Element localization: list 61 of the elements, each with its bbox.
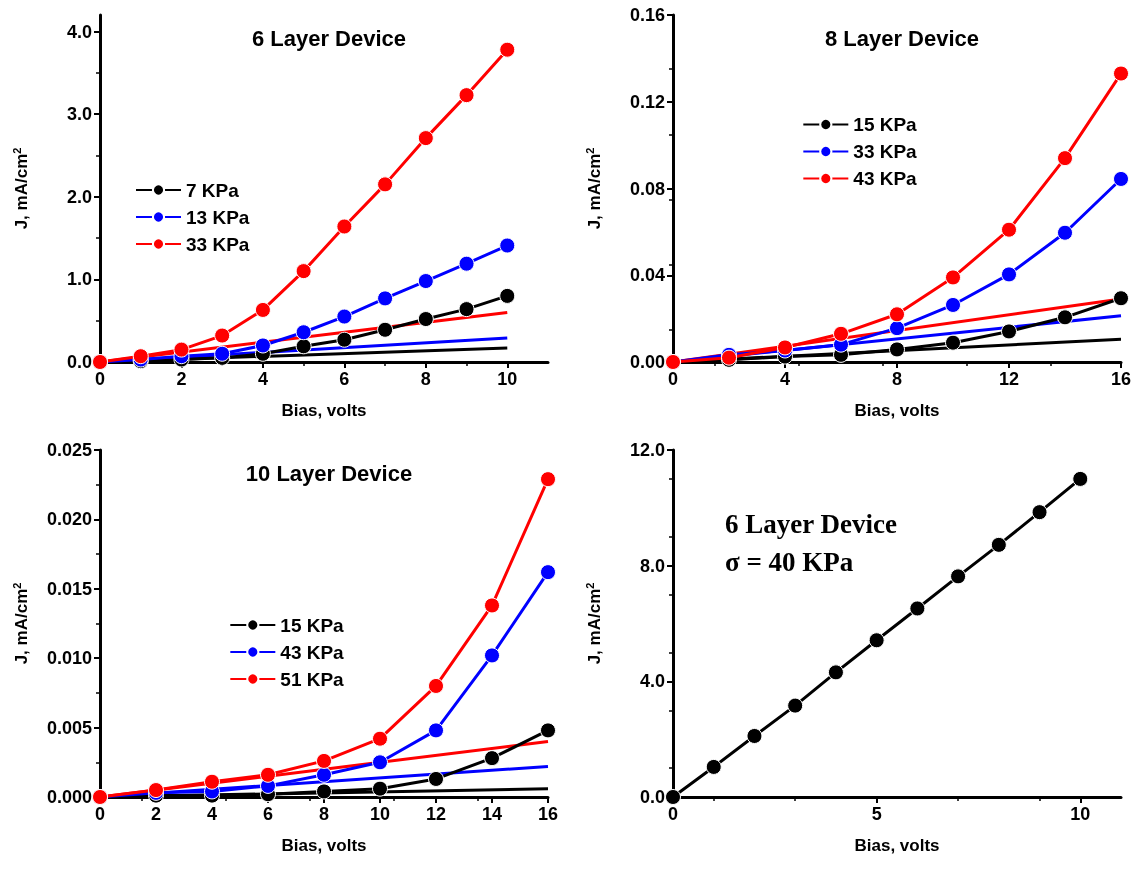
y-tick-label: 0.0: [66, 352, 92, 372]
legend-label: 15 KPa: [853, 114, 918, 135]
y-tick-label: 0.04: [629, 265, 665, 286]
legend-label: 43 KPa: [280, 641, 345, 662]
x-tick-label: 8: [420, 369, 431, 389]
x-tick-label: 10: [369, 803, 391, 824]
legend-label: 33 KPa: [853, 141, 918, 162]
legend-label: 7 KPa: [186, 179, 240, 201]
text: 6 Layer Device: [251, 25, 407, 51]
x-tick-label: 2: [176, 369, 187, 389]
x-tick-label: 0: [667, 369, 679, 389]
x-tick-label: 8: [891, 369, 903, 389]
y-tick-label: 0.0: [639, 786, 665, 807]
annotation: σ = 40 KPa: [725, 546, 854, 576]
x-axis-title: Bias, volts: [281, 835, 367, 855]
y-tick-label: 4.0: [639, 670, 665, 691]
y-tick-label: 0.005: [46, 717, 92, 738]
y-tick-label: 0.010: [46, 647, 92, 668]
x-tick-label: 0: [94, 369, 106, 389]
x-tick-label: 5: [871, 803, 882, 824]
text: 10 Layer Device: [245, 460, 413, 485]
x-axis-title: Bias, volts: [281, 401, 367, 420]
x-tick-label: 4: [779, 369, 791, 389]
x-tick-label: 4: [257, 369, 268, 389]
x-tick-label: 4: [206, 803, 218, 824]
y-tick-label: 1.0: [66, 269, 92, 290]
x-tick-label: 16: [1110, 369, 1132, 389]
legend-label: 51 KPa: [280, 668, 345, 689]
y-tick-label: 0.020: [46, 508, 92, 529]
y-tick-label: 0.12: [629, 91, 665, 112]
y-tick-label: 0.000: [46, 786, 92, 807]
legend-label: 33 KPa: [186, 233, 250, 255]
x-tick-label: 14: [481, 803, 503, 824]
x-axis-title: Bias, volts: [854, 401, 940, 420]
x-tick-label: 6: [262, 803, 274, 824]
x-tick-label: 0: [667, 803, 679, 824]
annotation: 6 Layer Device: [725, 508, 897, 538]
y-tick-label: 12.0: [629, 439, 665, 460]
legend-label: 43 KPa: [853, 168, 918, 189]
y-tick-label: 0.015: [46, 578, 92, 599]
x-tick-label: 8: [318, 803, 330, 824]
x-tick-label: 12: [998, 369, 1020, 389]
y-tick-label: 8.0: [639, 555, 665, 576]
x-tick-label: 6: [339, 369, 350, 389]
x-tick-label: 2: [150, 803, 162, 824]
y-tick-label: 4.0: [66, 21, 92, 42]
y-tick-label: 3.0: [66, 104, 92, 125]
x-tick-label: 10: [1070, 803, 1091, 824]
y-tick-label: 0.16: [629, 5, 665, 25]
y-tick-label: 0.08: [629, 178, 665, 199]
y-tick-label: 2.0: [66, 186, 92, 207]
y-tick-label: 0.00: [629, 352, 665, 372]
text: 8 Layer Device: [824, 25, 980, 51]
legend-label: 15 KPa: [280, 614, 345, 635]
x-tick-label: 16: [537, 803, 559, 824]
legend-label: 13 KPa: [186, 206, 250, 228]
x-tick-label: 0: [94, 803, 106, 824]
y-tick-label: 0.025: [46, 439, 92, 460]
x-tick-label: 10: [497, 369, 518, 389]
x-tick-label: 12: [425, 803, 447, 824]
x-axis-title: Bias, volts: [854, 835, 940, 855]
